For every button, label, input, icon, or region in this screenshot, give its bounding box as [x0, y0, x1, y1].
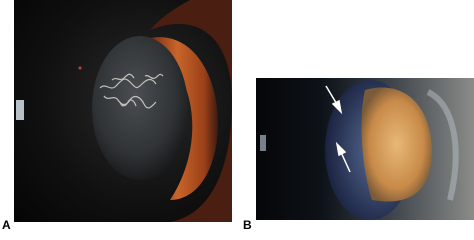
panel-b-image — [256, 78, 474, 220]
figure: A B — [2, 0, 474, 232]
panel-label: B — [243, 218, 252, 232]
panel-label: A — [2, 218, 11, 232]
panel-a-image — [14, 0, 232, 222]
